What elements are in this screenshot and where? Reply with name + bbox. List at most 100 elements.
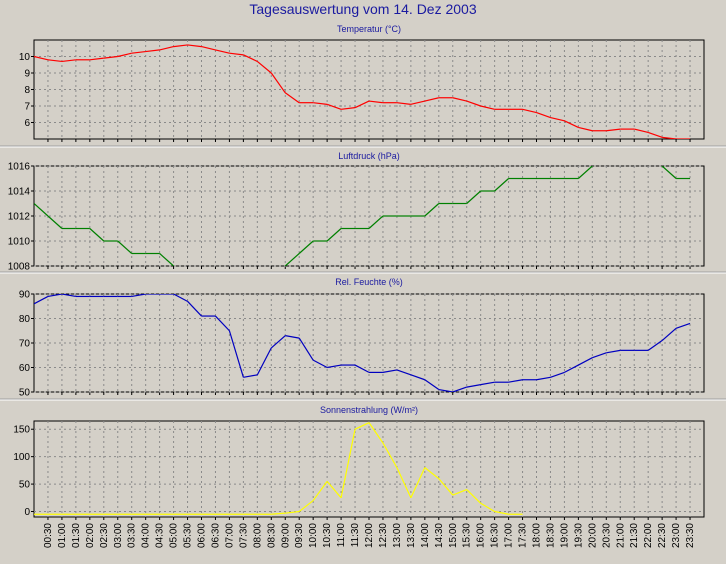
- x-tick-label: 10:00: [308, 523, 319, 548]
- line-segment: [159, 253, 174, 266]
- line-segment: [550, 371, 565, 378]
- line-segment: [145, 49, 160, 53]
- x-tick-label: 23:30: [685, 523, 696, 548]
- line-segment: [438, 388, 453, 392]
- line-segment: [298, 500, 314, 512]
- x-tick-label: 09:00: [280, 523, 291, 548]
- line-segment: [47, 59, 62, 63]
- line-segment: [396, 102, 411, 105]
- x-tick-label: 11:00: [336, 523, 347, 548]
- x-tick-label: 17:30: [518, 523, 529, 548]
- line-segment: [466, 190, 482, 204]
- panel-title: Luftdruck (hPa): [338, 151, 400, 161]
- line-segment: [270, 72, 286, 94]
- x-tick-label: 05:00: [169, 523, 180, 548]
- y-tick-label: 100: [13, 452, 30, 463]
- line-segment: [34, 55, 49, 61]
- line-segment: [536, 112, 551, 119]
- x-tick-label: 17:00: [504, 523, 515, 548]
- x-tick-label: 19:00: [559, 523, 570, 548]
- y-tick-label: 1010: [8, 237, 31, 248]
- line-segment: [410, 467, 426, 499]
- x-tick-label: 08:30: [266, 523, 277, 548]
- line-segment: [466, 100, 481, 107]
- chart-panel-1: Temperatur (°C) 6 7 8 9 10: [19, 24, 705, 142]
- line-segment: [284, 92, 300, 104]
- y-tick-label: 0: [24, 507, 30, 518]
- line-segment: [606, 349, 621, 354]
- y-tick-label: 9: [24, 69, 30, 80]
- x-tick-label: 20:00: [587, 523, 598, 548]
- x-tick-label: 21:00: [615, 523, 626, 548]
- line-segment: [47, 215, 63, 229]
- x-tick-label: 12:30: [378, 523, 389, 548]
- line-segment: [480, 105, 495, 110]
- line-segment: [201, 46, 216, 51]
- line-segment: [662, 136, 677, 139]
- line-segment: [606, 128, 621, 132]
- line-segment: [61, 59, 76, 63]
- line-segment: [424, 203, 440, 217]
- line-segment: [592, 166, 594, 167]
- line-segment: [494, 178, 509, 192]
- line-segment: [452, 97, 467, 102]
- line-segment: [89, 228, 105, 242]
- line-segment: [592, 352, 607, 359]
- y-tick-label: 150: [13, 425, 30, 436]
- line-segment: [187, 44, 202, 48]
- line-segment: [675, 322, 691, 329]
- line-segment: [271, 512, 286, 515]
- chart-panel-4: Sonnenstrahlung (W/m²) 0 50 100 150: [13, 405, 705, 520]
- x-tick-label: 14:30: [434, 523, 445, 548]
- x-tick-label: 02:30: [99, 523, 110, 548]
- line-segment: [117, 240, 133, 254]
- line-segment: [103, 55, 118, 59]
- line-segment: [61, 294, 76, 298]
- line-segment: [466, 384, 481, 388]
- x-tick-label: 08:00: [252, 523, 263, 548]
- line-segment: [564, 120, 579, 128]
- line-segment: [298, 240, 314, 254]
- line-segment: [578, 357, 593, 366]
- line-segment: [466, 489, 482, 504]
- line-segment: [410, 374, 426, 381]
- line-segment: [256, 60, 272, 74]
- line-segment: [131, 50, 146, 54]
- line-segment: [396, 467, 412, 499]
- y-tick-label: 10: [19, 52, 31, 63]
- x-tick-label: 11:30: [350, 523, 361, 548]
- chart-panel-3: Rel. Feuchte (%) 50 60 70 80 90: [19, 277, 705, 399]
- line-segment: [243, 54, 258, 62]
- line-segment: [340, 429, 356, 498]
- line-segment: [327, 364, 342, 369]
- chart-panel-2: Luftdruck (hPa) 1008 1010 1012 1014 1016: [8, 151, 705, 273]
- y-tick-label: 90: [19, 290, 31, 301]
- x-tick-label: 13:30: [406, 523, 417, 548]
- line-segment: [452, 386, 467, 392]
- line-segment: [326, 103, 342, 110]
- x-tick-label: 14:00: [420, 523, 431, 548]
- x-tick-label: 06:00: [197, 523, 208, 548]
- x-tick-label: 15:00: [448, 523, 459, 548]
- x-tick-label: 03:30: [127, 523, 138, 548]
- line-segment: [131, 294, 146, 298]
- data-series: [34, 166, 691, 266]
- line-segment: [647, 131, 663, 138]
- line-segment: [285, 335, 300, 339]
- line-segment: [284, 253, 300, 266]
- x-tick-label: 13:00: [392, 523, 403, 548]
- x-tick-label: 04:00: [141, 523, 152, 548]
- line-segment: [298, 337, 314, 361]
- x-tick-label: 20:30: [601, 523, 612, 548]
- y-tick-label: 1016: [8, 162, 31, 173]
- x-tick-label: 12:00: [364, 523, 375, 548]
- line-segment: [326, 480, 342, 499]
- line-segment: [382, 442, 398, 468]
- x-tick-label: 05:30: [183, 523, 194, 548]
- x-tick-label: 21:30: [629, 523, 640, 548]
- panel-title: Sonnenstrahlung (W/m²): [320, 405, 418, 415]
- panel-title: Rel. Feuchte (%): [335, 277, 403, 287]
- line-segment: [215, 315, 230, 332]
- line-segment: [661, 166, 677, 179]
